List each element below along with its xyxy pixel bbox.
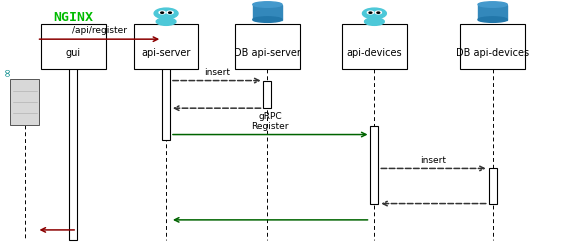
Circle shape: [363, 9, 386, 20]
Circle shape: [377, 13, 380, 14]
Circle shape: [368, 12, 374, 15]
Text: DB api-devices: DB api-devices: [456, 48, 529, 58]
Ellipse shape: [365, 19, 385, 26]
Circle shape: [369, 13, 372, 14]
Text: ∞: ∞: [3, 67, 13, 76]
Bar: [478, 6, 507, 20]
Circle shape: [169, 13, 171, 14]
Circle shape: [159, 12, 166, 15]
Circle shape: [161, 13, 163, 14]
Text: insert: insert: [421, 156, 446, 164]
Bar: [253, 6, 282, 20]
Text: DB api-server: DB api-server: [234, 48, 301, 58]
Bar: [162, 40, 170, 140]
Ellipse shape: [478, 18, 507, 23]
Bar: [263, 81, 271, 109]
Ellipse shape: [156, 19, 176, 26]
Bar: [10, 80, 39, 125]
Bar: [69, 40, 77, 240]
Bar: [461, 25, 525, 70]
Text: gui: gui: [66, 48, 81, 58]
Bar: [41, 25, 106, 70]
Circle shape: [167, 12, 173, 15]
Ellipse shape: [478, 3, 507, 8]
Text: /api/register: /api/register: [72, 26, 127, 35]
Text: api-devices: api-devices: [347, 48, 402, 58]
Bar: [342, 25, 407, 70]
Ellipse shape: [253, 18, 282, 23]
Text: api-server: api-server: [141, 48, 191, 58]
Text: gRPC
Register: gRPC Register: [252, 112, 289, 131]
Bar: [134, 25, 198, 70]
Circle shape: [154, 9, 178, 20]
Text: NGINX: NGINX: [53, 11, 93, 24]
Text: insert: insert: [204, 68, 230, 77]
Ellipse shape: [253, 3, 282, 8]
Circle shape: [376, 12, 382, 15]
Bar: [370, 126, 378, 204]
Bar: [489, 169, 497, 204]
Bar: [235, 25, 300, 70]
